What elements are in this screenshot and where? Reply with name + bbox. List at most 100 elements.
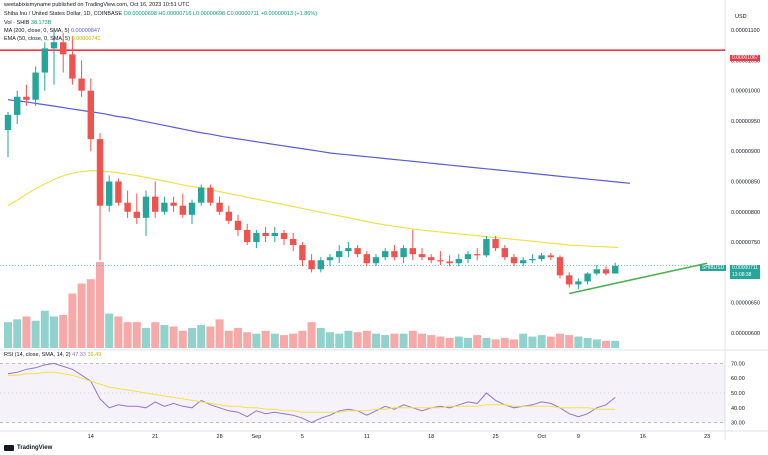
volume-bar bbox=[132, 322, 141, 348]
volume-bar bbox=[261, 330, 270, 348]
last-price-badge: 0.00000711 13:08:38 bbox=[730, 265, 761, 279]
ma-legend[interactable]: MA (200, close, 0, SMA, 5) 0.00000847 bbox=[4, 28, 100, 34]
candle bbox=[363, 251, 370, 267]
candle-body bbox=[612, 265, 619, 274]
volume-bar bbox=[123, 322, 132, 348]
volume-bar bbox=[252, 333, 261, 348]
price-tick-label: 0.00000900 bbox=[731, 149, 760, 155]
volume-bar bbox=[289, 333, 298, 348]
time-axis: 14 21 28 Sep 5 11 18 25 Oct 9 16 23 bbox=[88, 434, 711, 440]
volume-bar bbox=[243, 332, 252, 348]
candle-body bbox=[382, 251, 389, 258]
candle bbox=[4, 111, 12, 158]
currency-label[interactable]: USD bbox=[735, 14, 747, 20]
ohlc-values: O0.00000698 H0.00000716 L0.00000698 C0.0… bbox=[123, 11, 318, 17]
candle-body bbox=[262, 232, 269, 236]
volume-bar bbox=[280, 335, 288, 348]
volume-bar bbox=[537, 335, 546, 348]
volume-bar bbox=[473, 335, 482, 348]
candle-body bbox=[69, 54, 76, 79]
candle bbox=[501, 245, 508, 261]
candle-body bbox=[400, 248, 407, 258]
candle bbox=[474, 248, 481, 261]
candle-body bbox=[354, 248, 361, 255]
candle-body bbox=[216, 202, 223, 212]
candle bbox=[612, 262, 619, 274]
rsi-line bbox=[7, 362, 616, 424]
volume-bar bbox=[31, 320, 40, 348]
ema50-line bbox=[7, 169, 619, 249]
ema-legend[interactable]: EMA (50, close, 0, SMA, 5) 0.00000741 bbox=[4, 36, 101, 42]
candle bbox=[198, 184, 205, 206]
candle-body bbox=[225, 211, 232, 221]
candle bbox=[446, 255, 453, 267]
publisher-line: weetabixismyname published on TradingVie… bbox=[4, 2, 189, 8]
volume-bar bbox=[188, 327, 196, 348]
candle bbox=[50, 30, 58, 85]
tradingview-brand[interactable]: TradingView bbox=[4, 445, 52, 451]
volume-bar bbox=[96, 262, 104, 348]
candle bbox=[510, 254, 518, 267]
volume-bar bbox=[546, 336, 555, 348]
candle bbox=[244, 223, 251, 246]
candle bbox=[41, 42, 48, 91]
candle bbox=[280, 229, 288, 246]
candle bbox=[253, 229, 260, 249]
candle bbox=[60, 33, 67, 73]
volume-bar bbox=[399, 333, 408, 348]
time-tick-label: 16 bbox=[640, 434, 646, 440]
volume-bar bbox=[298, 330, 307, 348]
candle-body bbox=[501, 248, 508, 258]
volume-legend[interactable]: Vol · SHIB 38.173B bbox=[4, 20, 51, 26]
candle bbox=[142, 190, 150, 236]
volume-bar bbox=[178, 330, 187, 348]
candle-body bbox=[326, 257, 334, 261]
last-price-text: 0.00000711 bbox=[732, 265, 759, 271]
candle bbox=[69, 36, 76, 85]
candle-body bbox=[584, 273, 591, 282]
ma-label: MA (200, close, 0, SMA, 5) bbox=[4, 28, 70, 34]
candle-body bbox=[23, 96, 30, 100]
volume-bar bbox=[326, 332, 334, 348]
candle-body bbox=[556, 257, 564, 276]
volume-bar bbox=[215, 319, 224, 348]
candle bbox=[455, 254, 462, 267]
candle-body bbox=[124, 202, 131, 212]
candle bbox=[170, 196, 177, 212]
candle-body bbox=[363, 254, 370, 264]
rsi-legend[interactable]: RSI (14, close, SMA, 14, 2) 47.33 39.49 bbox=[4, 352, 101, 358]
volume-bar bbox=[160, 325, 169, 348]
price-tick-label: 0.00000950 bbox=[731, 119, 760, 125]
candle bbox=[133, 193, 140, 224]
candle-body bbox=[280, 232, 288, 240]
candle-body bbox=[244, 229, 251, 243]
candle-body bbox=[152, 196, 159, 212]
candle bbox=[602, 266, 610, 276]
volume-bar bbox=[142, 327, 150, 348]
volume-value: 38.173B bbox=[30, 20, 52, 26]
volume-bar bbox=[234, 327, 242, 348]
volume-bar bbox=[114, 316, 123, 348]
candle-body bbox=[492, 239, 499, 249]
candle-body bbox=[4, 114, 12, 131]
candle bbox=[492, 236, 499, 252]
volume-bar bbox=[611, 340, 620, 348]
volume-bar bbox=[270, 333, 279, 348]
candle bbox=[290, 232, 297, 252]
publisher-text: weetabixismyname published on TradingVie… bbox=[4, 2, 190, 8]
volume-bar bbox=[206, 326, 215, 348]
symbol-legend[interactable]: Shiba Inu / United States Dollar, 1D, CO… bbox=[4, 11, 317, 17]
rsi-tick-label: 60.00 bbox=[731, 376, 745, 382]
candle-body bbox=[161, 202, 168, 212]
volume-bar bbox=[454, 336, 463, 348]
volume-label: Vol · SHIB bbox=[4, 20, 30, 26]
volume-bar bbox=[169, 326, 178, 348]
volume-bar bbox=[491, 339, 500, 348]
candle bbox=[106, 175, 113, 212]
candle bbox=[538, 252, 545, 262]
candle bbox=[437, 251, 444, 266]
candle bbox=[234, 214, 242, 236]
candle-body bbox=[345, 248, 352, 252]
volume-bar bbox=[13, 319, 22, 348]
candle bbox=[409, 229, 416, 261]
